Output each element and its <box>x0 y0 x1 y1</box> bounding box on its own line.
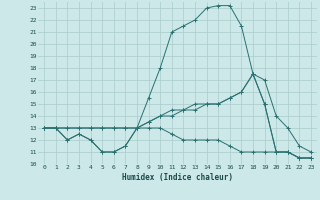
X-axis label: Humidex (Indice chaleur): Humidex (Indice chaleur) <box>122 173 233 182</box>
